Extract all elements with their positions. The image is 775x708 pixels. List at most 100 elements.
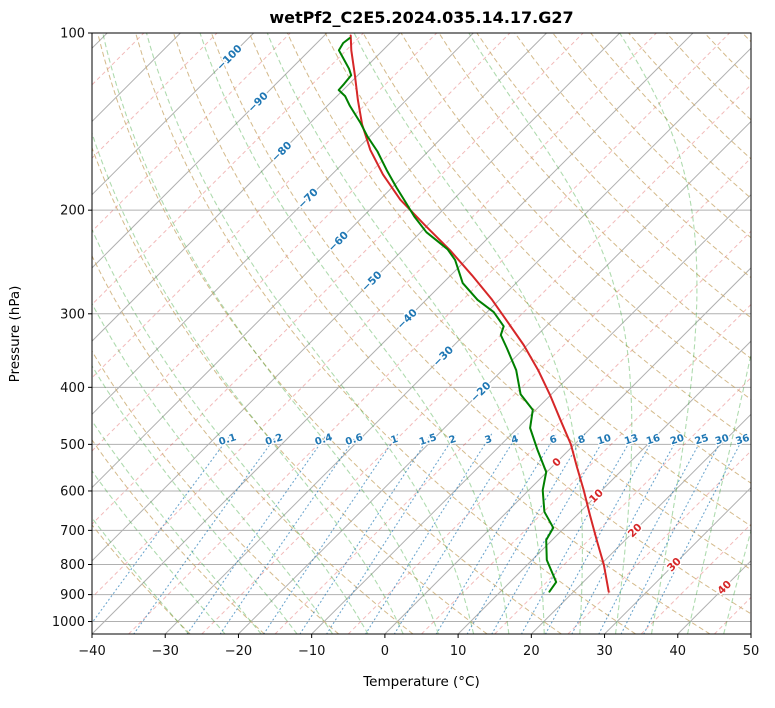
mixing-ratio-line [466,433,586,634]
x-tick-label: 30 [596,644,613,659]
y-tick-label: 500 [60,438,85,453]
dry-adiabat-line [362,33,751,442]
dry-adiabat-line [628,33,751,160]
isotherm-line [604,486,751,634]
dry-adiabat-line [97,33,562,634]
isotherm-minor-line [347,230,751,634]
moist-adiabat-line [102,33,439,634]
isotherm-minor-line [92,33,291,232]
y-tick-label: 1000 [52,615,85,630]
mixing-ratio-line [365,433,493,634]
isobar-grid [92,33,751,623]
moist-adiabat-line [723,528,751,634]
dry-adiabat-line [742,33,751,43]
dry-adiabat-line [476,33,751,319]
dry-adiabat-line [248,33,751,571]
y-tick-label: 100 [60,27,85,42]
mixing-ratio-label: 0.4 [314,432,334,448]
mixing-ratio-label: 30 [714,433,731,448]
moist-adiabat-line [92,131,404,634]
dry-adiabat-line [400,33,751,401]
isotherm-label: −90 [246,90,271,115]
isotherm-grid [92,33,751,634]
mixing-ratio-label: 16 [645,433,662,448]
x-tick-label: −40 [78,644,105,659]
isotherm-label: −60 [326,229,351,254]
isotherm-line [384,267,751,634]
mixing-ratio-label: 36 [734,433,751,448]
moist-adiabat-line [686,351,751,634]
y-tick-label: 800 [60,558,85,573]
x-tick-label: 10 [450,644,467,659]
x-axis-label: Temperature (°C) [363,674,480,690]
mixing-ratio-label: 25 [694,433,711,448]
dry-adiabat-line [173,33,711,634]
isotherm-line [92,33,474,416]
dry-adiabat-line [135,33,636,634]
isotherm-label: −80 [269,139,294,164]
isotherm-line [92,33,181,123]
isotherm-line [92,33,328,269]
isotherm-label: −20 [468,380,493,405]
isotherm-line [238,120,751,634]
isotherm-label: 10 [587,487,606,506]
mixing-ratio-label: 13 [623,433,640,448]
moist-adiabat-line [266,33,545,634]
y-tick-label: 300 [60,307,85,322]
isotherm-minor-line [640,523,751,634]
isotherm-label: 20 [626,521,645,540]
mixing-ratio-line [186,433,328,634]
isotherm-minor-line [92,33,584,525]
x-tick-label: 40 [670,644,687,659]
isotherm-line [530,413,751,634]
moist-adiabat-line [619,33,698,634]
isotherm-label: −100 [215,43,245,73]
moist-adiabat-line [145,33,475,634]
mixing-ratio-line [620,433,726,634]
isotherm-minor-line [421,303,751,634]
mixing-ratio-line [598,433,706,634]
moist-adiabat-line [92,364,298,634]
isotherm-minor-line [201,84,751,634]
x-tick-label: 50 [743,644,760,659]
isotherm-line [677,560,751,634]
isotherm-minor-line [567,450,751,634]
mixing-ratio-label: 0.6 [344,432,364,448]
temperature-curve [349,34,610,593]
dry-adiabat-line [92,146,488,634]
isotherm-minor-line [714,596,751,634]
moist-adiabat-line [92,517,190,634]
mixing-ratio-line [571,433,681,634]
y-tick-label: 600 [60,484,85,499]
isotherm-minor-line [92,33,511,452]
isotherm-label: −50 [360,269,385,294]
isotherm-line [92,33,621,562]
dry-adiabat-line [92,439,265,634]
dry-adiabat-line [666,33,751,121]
moist-adiabat-line [92,228,369,634]
isotherm-minor-line [92,33,364,306]
y-tick-label: 900 [60,588,85,603]
mixing-ratio-label: 1.5 [418,432,438,448]
isotherm-line [311,193,751,634]
mixing-ratio-line [219,433,359,634]
mixing-ratio-lines [92,433,746,634]
mixing-ratio-line [133,433,279,634]
mixing-ratio-line [544,433,657,634]
plot-border [91,32,752,635]
dry-adiabat-line [210,33,751,615]
isotherm-minor-line [494,377,751,634]
x-tick-label: −20 [225,644,252,659]
mixing-ratio-line [299,433,432,634]
isotherm-line [92,33,401,342]
isotherm-minor-line [92,33,438,379]
isotherm-label: 0 [550,456,564,470]
moist-adiabat-line [92,419,262,634]
plot-area: 0.1 0.2 0.4 0.6 1 1.5 2 3 4 6 8 10 13 16 20 25 30 36−100−… [92,33,751,634]
x-axis: −40 −30 −20 −10 0 10 20 30 40 50 [78,634,759,659]
mixing-ratio-line [326,433,457,634]
dry-adiabat-line [92,254,414,634]
isotherm-minor-line [92,33,218,159]
